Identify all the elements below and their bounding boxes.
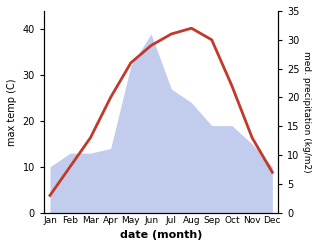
Y-axis label: med. precipitation (kg/m2): med. precipitation (kg/m2)	[302, 51, 311, 173]
X-axis label: date (month): date (month)	[120, 230, 202, 240]
Y-axis label: max temp (C): max temp (C)	[7, 78, 17, 145]
